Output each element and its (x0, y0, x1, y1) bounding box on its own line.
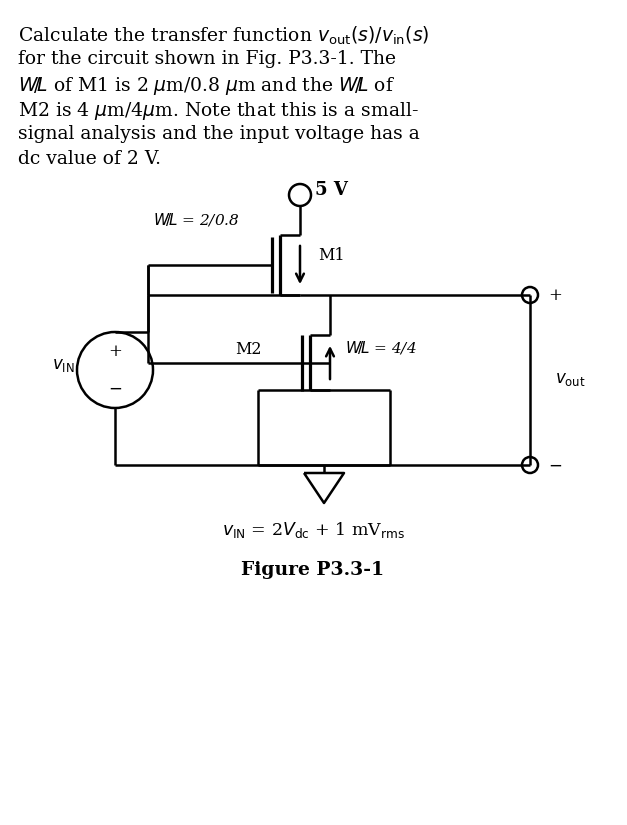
Text: $W\!/\!L$ of M1 is 2 $\mu$m/0.8 $\mu$m and the $W\!/\!L$ of: $W\!/\!L$ of M1 is 2 $\mu$m/0.8 $\mu$m a… (18, 75, 395, 97)
Text: M2: M2 (236, 342, 262, 359)
Text: signal analysis and the input voltage has a: signal analysis and the input voltage ha… (18, 125, 419, 143)
Text: Calculate the transfer function $v_{\rm out}(s)/v_{\rm in}(s)$: Calculate the transfer function $v_{\rm … (18, 25, 429, 47)
Text: M1: M1 (318, 247, 345, 263)
Text: $v_{\rm IN}$ = 2$V_{\rm dc}$ + 1 mV$_{\rm rms}$: $v_{\rm IN}$ = 2$V_{\rm dc}$ + 1 mV$_{\r… (221, 520, 404, 540)
Text: $-$: $-$ (108, 380, 122, 397)
Text: +: + (108, 343, 122, 361)
Text: $W\!/\!L$ = 2/0.8: $W\!/\!L$ = 2/0.8 (153, 211, 240, 229)
Text: $-$: $-$ (548, 456, 562, 474)
Text: $W\!/\!L$ = 4/4: $W\!/\!L$ = 4/4 (345, 339, 417, 356)
Text: +: + (548, 286, 562, 304)
Text: $v_{\rm IN}$: $v_{\rm IN}$ (51, 356, 75, 374)
Text: 5 V: 5 V (315, 181, 348, 199)
Text: for the circuit shown in Fig. P3.3-1. The: for the circuit shown in Fig. P3.3-1. Th… (18, 50, 396, 68)
Text: $v_{\rm out}$: $v_{\rm out}$ (555, 371, 586, 389)
Text: M2 is 4 $\mu$m/4$\mu$m. Note that this is a small-: M2 is 4 $\mu$m/4$\mu$m. Note that this i… (18, 100, 419, 122)
Text: dc value of 2 V.: dc value of 2 V. (18, 150, 161, 168)
Text: Figure P3.3-1: Figure P3.3-1 (241, 561, 384, 579)
